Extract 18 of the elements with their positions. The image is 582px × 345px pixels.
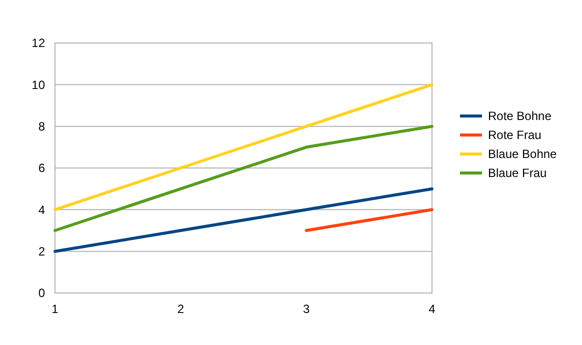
legend-label: Blaue Bohne: [488, 147, 558, 162]
x-tick-label: 1: [52, 302, 59, 316]
y-tick-label: 8: [38, 120, 46, 134]
legend-label: Rote Frau: [488, 128, 542, 142]
y-tick-label: 4: [38, 202, 46, 217]
legend-label: Rote Bohne: [488, 109, 552, 124]
x-tick-label: 4: [428, 302, 436, 316]
y-tick-label: 2: [38, 244, 46, 259]
y-tick-label: 0: [38, 286, 46, 300]
x-tick-label: 3: [302, 302, 310, 316]
line-series: [54, 124, 434, 232]
x-tick-label: 2: [177, 302, 184, 316]
line-series: [54, 187, 434, 253]
y-tick-label: 12: [32, 36, 46, 50]
y-tick-label: 10: [32, 78, 46, 92]
line-series: [54, 83, 434, 212]
y-tick-label: 6: [38, 161, 46, 176]
legend-label: Blaue Frau: [488, 166, 547, 180]
